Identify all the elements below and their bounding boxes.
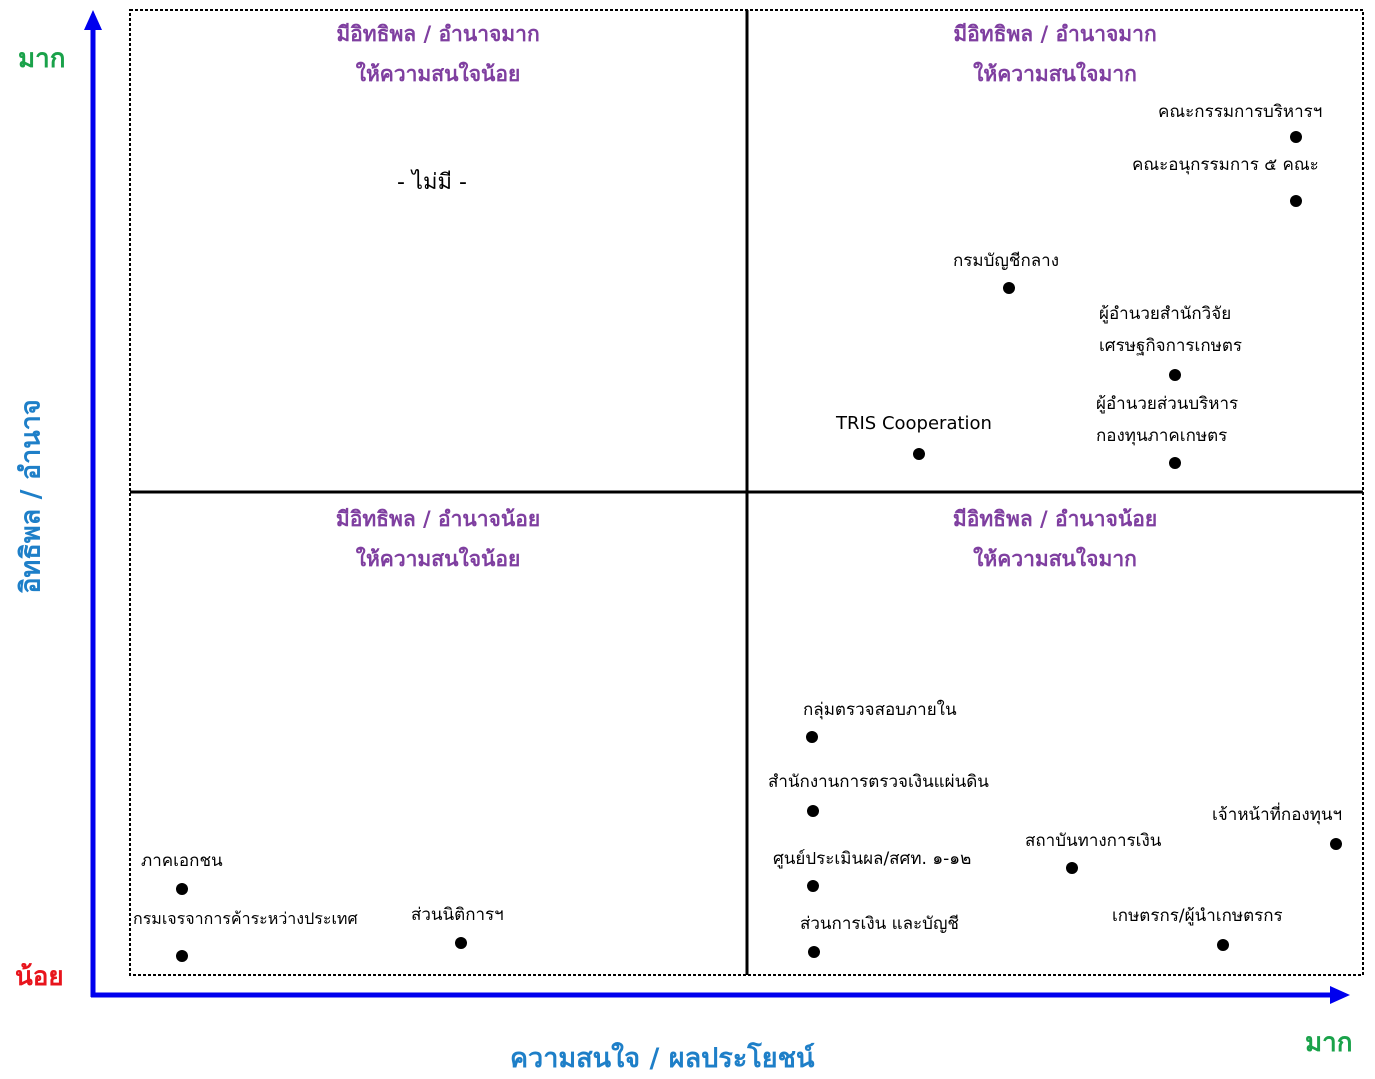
stakeholder-text: เจ้าหน้าที่กองทุนฯ [1212,805,1343,825]
quadrant-title-top-right: มีอิทธิพล / อำนาจมาก ให้ความสนใจมาก [775,14,1335,94]
stakeholder-text: กลุ่มตรวจสอบภายใน [803,700,957,720]
quadrant-title-line1: มีอิทธิพล / อำนาจมาก [336,22,540,46]
quadrant-title-bottom-left: มีอิทธิพล / อำนาจน้อย ให้ความสนใจน้อย [158,499,718,579]
stakeholder-dot-trade-negotiations [176,950,188,962]
stakeholder-text: TRIS Cooperation [836,413,992,434]
stakeholder-dot-internal-audit [806,731,818,743]
stakeholder-label-legal-division: ส่วนนิติการฯ [411,899,504,931]
quadrant-title-line1: มีอิทธิพล / อำนาจน้อย [952,507,1158,531]
stakeholder-label-evaluation-center: ศูนย์ประเมินผล/สศท. ๑-๑๒ [773,843,971,875]
quadrant-title-bottom-right: มีอิทธิพล / อำนาจน้อย ให้ความสนใจมาก [775,499,1335,579]
quadrant-title-line2: ให้ความสนใจน้อย [355,62,521,86]
stakeholder-text: สถาบันทางการเงิน [1025,831,1162,851]
stakeholder-dot-research-director [1169,369,1181,381]
stakeholder-label-private-sector: ภาคเอกชน [141,845,223,877]
stakeholder-text: กองทุนภาคเกษตร [1096,426,1228,446]
stakeholder-label-farmers: เกษตรกร/ผู้นำเกษตรกร [1112,900,1283,932]
stakeholder-dot-subcommittees [1290,195,1302,207]
stakeholder-label-subcommittees: คณะอนุกรรมการ ๕ คณะ [1132,149,1319,181]
stakeholder-dot-tris [913,448,925,460]
stakeholder-text: ผู้อำนวยสำนักวิจัย [1099,304,1232,324]
stakeholder-text: สำนักงานการตรวจเงินแผ่นดิน [768,772,989,792]
stakeholder-label-trade-negotiations: กรมเจรจาการค้าระหว่างประเทศ [133,903,358,935]
stakeholder-text: ศูนย์ประเมินผล/สศท. ๑-๑๒ [773,849,972,869]
x-axis-title: ความสนใจ / ผลประโยชน์ [510,1043,815,1074]
stakeholder-text: ภาคเอกชน [141,851,223,871]
stakeholder-text: ส่วนนิติการฯ [411,905,504,925]
stakeholder-dot-private-sector [176,883,188,895]
stakeholder-label-internal-audit: กลุ่มตรวจสอบภายใน [803,694,957,726]
empty-quadrant-note: - ไม่มี - [397,170,467,195]
quadrant-title-line1: มีอิทธิพล / อำนาจน้อย [335,507,541,531]
quadrant-title-line2: ให้ความสนใจน้อย [355,547,521,571]
stakeholder-dot-financial-institutions [1066,862,1078,874]
stakeholder-text: กรมเจรจาการค้าระหว่างประเทศ [133,909,358,928]
stakeholder-text: คณะอนุกรรมการ ๕ คณะ [1132,155,1319,175]
stakeholder-text: คณะกรรมการบริหารฯ [1158,102,1323,122]
y-axis-title: อิทธิพล / อำนาจ [15,399,47,594]
stakeholder-label-finance-division: ส่วนการเงิน และบัญชี [800,908,959,940]
stakeholder-text: กรมบัญชีกลาง [953,251,1060,271]
stakeholder-label-fund-officers: เจ้าหน้าที่กองทุนฯ [1212,799,1342,831]
quadrant-title-line2: ให้ความสนใจมาก [973,62,1137,86]
x-axis-arrowhead [1330,986,1350,1004]
stakeholder-label-state-audit: สำนักงานการตรวจเงินแผ่นดิน [768,766,989,798]
stakeholder-dot-comptroller [1003,282,1015,294]
stakeholder-dot-fund-director [1169,457,1181,469]
y-axis-low-label: น้อย [15,962,64,992]
stakeholder-label-tris: TRIS Cooperation [836,408,992,440]
stakeholder-text: ส่วนการเงิน และบัญชี [800,914,959,934]
quadrant-title-line2: ให้ความสนใจมาก [973,547,1137,571]
stakeholder-label-board: คณะกรรมการบริหารฯ [1158,96,1322,128]
stakeholder-dot-fund-officers [1330,838,1342,850]
stakeholder-dot-finance-division [808,946,820,958]
quadrant-title-top-left: มีอิทธิพล / อำนาจมาก ให้ความสนใจน้อย [158,14,718,94]
y-axis-high-label: มาก [18,44,66,74]
stakeholder-dot-legal-division [455,937,467,949]
stakeholder-label-financial-institutions: สถาบันทางการเงิน [1025,825,1161,857]
stakeholder-dot-farmers [1217,939,1229,951]
y-axis-arrowhead [84,10,102,30]
stakeholder-label-research-director: ผู้อำนวยสำนักวิจัย เศรษฐกิจการเกษตร [1099,298,1242,362]
stakeholder-dot-board [1290,131,1302,143]
stakeholder-text: เศรษฐกิจการเกษตร [1099,336,1243,356]
stakeholder-label-comptroller: กรมบัญชีกลาง [953,245,1059,277]
stakeholder-label-fund-director: ผู้อำนวยส่วนบริหาร กองทุนภาคเกษตร [1096,388,1238,452]
stakeholder-dot-state-audit [807,805,819,817]
stakeholder-dot-evaluation-center [807,880,819,892]
stakeholder-text: เกษตรกร/ผู้นำเกษตรกร [1112,906,1283,926]
stakeholder-text: ผู้อำนวยส่วนบริหาร [1096,394,1239,414]
quadrant-title-line1: มีอิทธิพล / อำนาจมาก [953,22,1157,46]
x-axis-high-label: มาก [1305,1028,1353,1058]
